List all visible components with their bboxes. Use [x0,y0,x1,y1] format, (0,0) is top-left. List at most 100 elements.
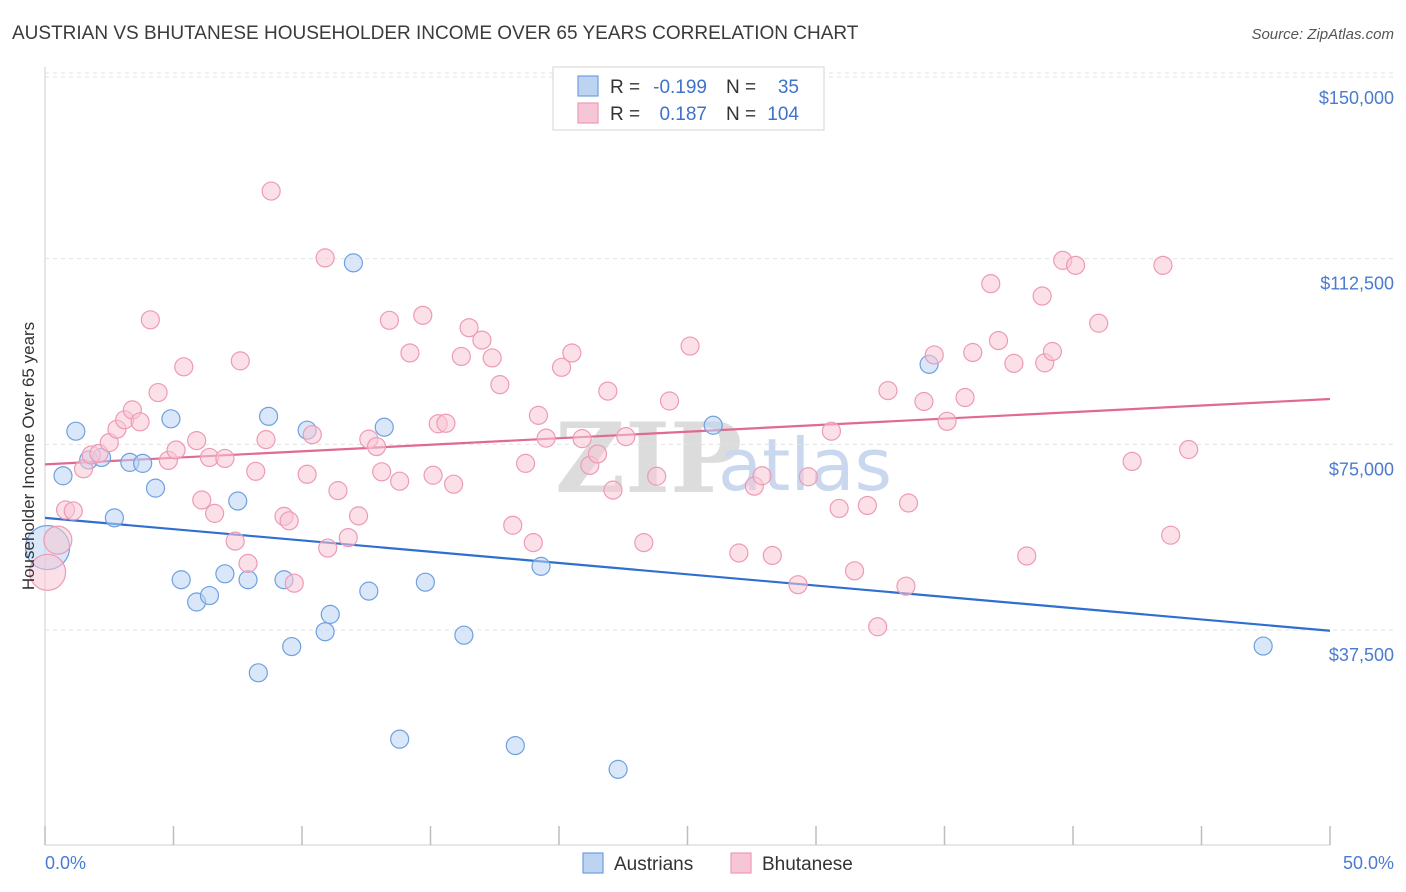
bhutanese-point [515,453,536,473]
bhutanese-point [503,515,523,535]
austrians-point [282,636,302,657]
bhutanese-point [423,465,443,485]
austrians-point [454,625,474,645]
bhutanese-point [598,381,618,401]
bhutanese-point [963,342,983,363]
austrians-point [161,409,181,429]
bhutanese-point [680,336,700,356]
austrians-point [133,453,153,473]
legend-n-label-austrians: N = [726,77,756,98]
bhutanese-point [878,381,898,401]
austrians-point [608,759,628,779]
austrians-point [66,421,86,441]
bhutanese-point [338,528,358,548]
legend-r-value-austrians: -0.199 [653,77,707,98]
bhutanese-point [1089,313,1109,333]
bhutanese-point [729,543,749,563]
bottom-legend-label-bhutanese: Bhutanese [762,854,853,875]
bhutanese-point [1179,439,1199,460]
y-tick-label: $112,500 [1320,274,1394,294]
legend-n-value-bhutanese: 104 [767,104,799,125]
austrians-point [215,564,235,584]
x-tick-label-max: 50.0% [1343,853,1394,873]
austrians-point [53,466,73,486]
austrians-point [505,735,525,756]
austrians-point [359,581,379,601]
bhutanese-point [603,480,623,500]
austrians-point [390,729,410,749]
y-axis-label: Householder Income Over 65 years [19,322,38,590]
austrians-point [531,556,551,576]
bhutanese-point [1032,286,1052,306]
austrians-point [228,491,248,511]
bhutanese-point [981,274,1001,294]
bhutanese-point [528,405,549,425]
austrians-trend-line [44,516,1331,632]
bhutanese-point [413,305,433,325]
bhutanese-point [166,440,186,460]
bhutanese-point [1161,525,1181,545]
legend-swatch-bhutanese [577,102,599,124]
legend-n-label-bhutanese: N = [726,104,756,125]
bhutanese-point [63,501,83,521]
bhutanese-point [523,532,543,553]
bhutanese-point [955,387,975,408]
bhutanese-point [937,411,957,431]
bhutanese-point [284,573,304,593]
austrians-point [374,417,394,437]
bhutanese-point [490,375,510,395]
bhutanese-point [752,466,772,486]
trend-lines [44,397,1331,632]
series-legend: Austrians Bhutanese [582,852,853,875]
bhutanese-point [436,413,456,433]
bhutanese-point [451,346,471,367]
bhutanese-point [366,436,387,457]
bhutanese-point [1004,353,1024,373]
bhutanese-point [400,343,420,363]
bhutanese-point [844,561,865,581]
legend-swatch-austrians [577,75,599,97]
bhutanese-point [328,481,348,501]
bhutanese-point [988,330,1009,351]
stats-legend: R = -0.199 N = 35 R = 0.187 N = 104 [552,66,825,131]
bhutanese-point [348,506,369,526]
bhutanese-point [215,448,235,469]
bhutanese-point [868,617,888,637]
bhutanese-point [187,431,207,451]
austrians-point [145,478,166,498]
austrians-point [199,585,220,606]
bhutanese-point [302,425,322,445]
bhutanese-point [225,531,245,551]
bhutanese-point [246,461,266,481]
bhutanese-point [372,462,392,482]
y-tick-label: $150,000 [1319,88,1394,108]
bhutanese-point [261,181,281,201]
x-axis-ticks [44,826,1331,845]
bhutanese-point [205,503,225,523]
bhutanese-point [315,248,335,268]
bhutanese-point [587,444,608,464]
bhutanese-point [238,553,258,573]
y-tick-labels: $150,000 $112,500 $75,000 $37,500 [1319,88,1394,665]
y-tick-label: $37,500 [1329,645,1394,665]
bhutanese-point [43,525,73,555]
bhutanese-point [536,428,556,448]
austrians-point [238,570,258,590]
bhutanese-point [379,310,399,330]
bhutanese-point [762,545,782,566]
bhutanese-point [896,576,916,596]
bhutanese-point [444,474,464,494]
chart-source: Source: ZipAtlas.com [1251,26,1394,43]
bhutanese-point [1122,451,1142,472]
bhutanese-point [279,511,299,531]
bottom-legend-swatch-bhutanese [730,852,752,874]
bottom-legend-swatch-austrians [582,852,604,874]
bhutanese-point [297,464,317,484]
bhutanese-point [1042,341,1063,362]
bhutanese-point [1017,546,1037,566]
legend-n-value-austrians: 35 [778,77,799,98]
austrians-point [248,663,268,683]
y-tick-label: $75,000 [1329,459,1394,479]
bhutanese-point [798,467,818,487]
